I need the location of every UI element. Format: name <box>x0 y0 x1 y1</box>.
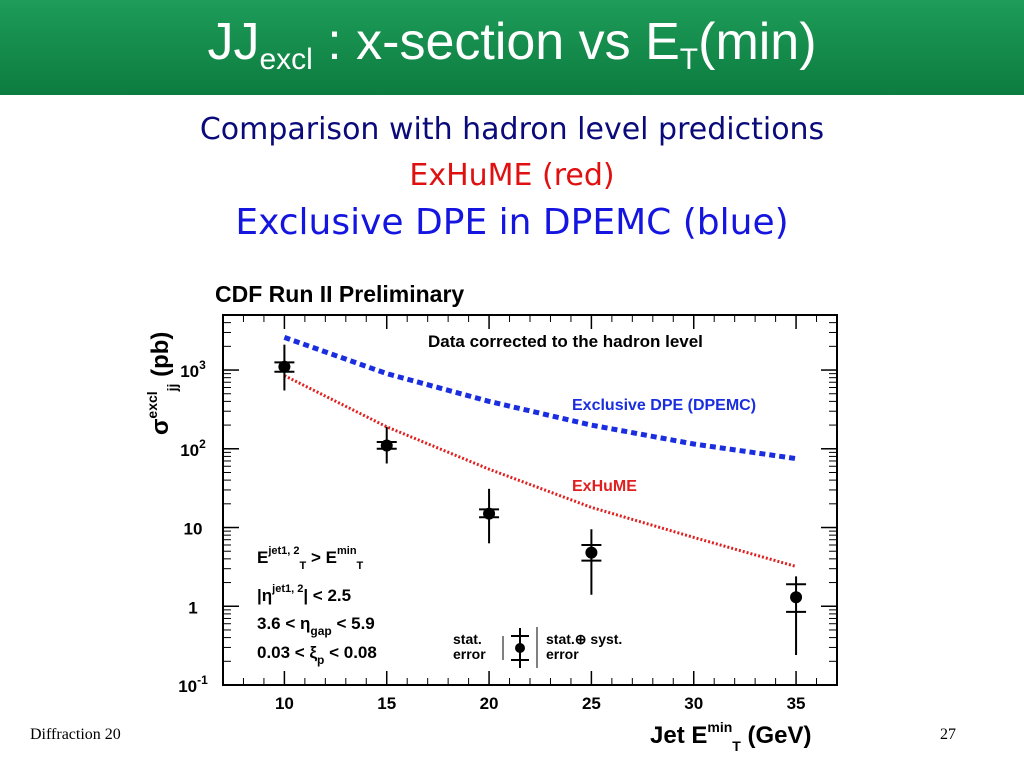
x-tick-label-10: 10 <box>275 694 294 713</box>
title-banner <box>0 0 1024 95</box>
subtitle-exhume: ExHuME (red) <box>409 158 615 193</box>
footer-conference: Diffraction 20 <box>30 726 121 743</box>
x-tick-label-35: 35 <box>787 694 806 713</box>
data-point-0 <box>278 360 291 373</box>
x-tick-label-20: 20 <box>480 694 499 713</box>
error-legend-marker <box>515 643 525 653</box>
y-tick-label-2: 10 <box>184 520 203 539</box>
x-tick-label-30: 30 <box>684 694 703 713</box>
y-tick-label-3: 1 <box>188 598 197 617</box>
series-label-exhume: ExHuME <box>572 478 637 495</box>
series-label-dpemc: Exclusive DPE (DPEMC) <box>572 397 756 414</box>
error-legend-syst-2: error <box>546 646 579 662</box>
error-legend-stat-2: error <box>453 646 486 662</box>
error-legend-syst-1: stat.⊕ syst. <box>546 631 622 647</box>
x-axis-label: Jet EminT (GeV) <box>650 719 812 754</box>
cut-label-0: Ejet1, 2T > EminT <box>257 545 364 572</box>
slide-title: JJexcl : x-section vs ET(min) <box>0 2 1024 82</box>
series-line-dpemc <box>283 335 797 462</box>
cut-label-2: 3.6 < ηgap < 5.9 <box>257 614 375 638</box>
title-subscript: excl <box>259 43 313 76</box>
y-tick-label-1: 102 <box>180 437 206 460</box>
y-axis-label: σexcljj (pb) <box>144 332 180 435</box>
error-legend-stat-1: stat. <box>453 631 482 647</box>
y-tick-label-4: 10-1 <box>178 673 208 696</box>
y-tick-label-0: 103 <box>180 358 206 381</box>
annotation-hadron-level: Data corrected to the hadron level <box>428 332 703 351</box>
title-rest: : x-section vs E <box>312 13 680 71</box>
data-point-4 <box>790 591 803 604</box>
page-number: 27 <box>940 726 956 743</box>
x-tick-label-25: 25 <box>582 694 601 713</box>
subtitle-comparison: Comparison with hadron level predictions <box>199 112 825 147</box>
cut-label-3: 0.03 < ξp < 0.08 <box>257 643 377 667</box>
x-tick-label-15: 15 <box>377 694 396 713</box>
data-point-1 <box>380 439 393 452</box>
data-point-3 <box>585 546 598 559</box>
title-main: JJ <box>207 13 260 71</box>
cut-label-1: |ηjet1, 2| < 2.5 <box>257 583 351 605</box>
title-subscript-t: T <box>679 43 699 76</box>
subtitle-dpemc: Exclusive DPE in DPEMC (blue) <box>235 202 789 243</box>
data-point-2 <box>483 507 496 520</box>
chart-title: CDF Run II Preliminary <box>215 281 464 307</box>
title-end: (min) <box>698 13 817 71</box>
